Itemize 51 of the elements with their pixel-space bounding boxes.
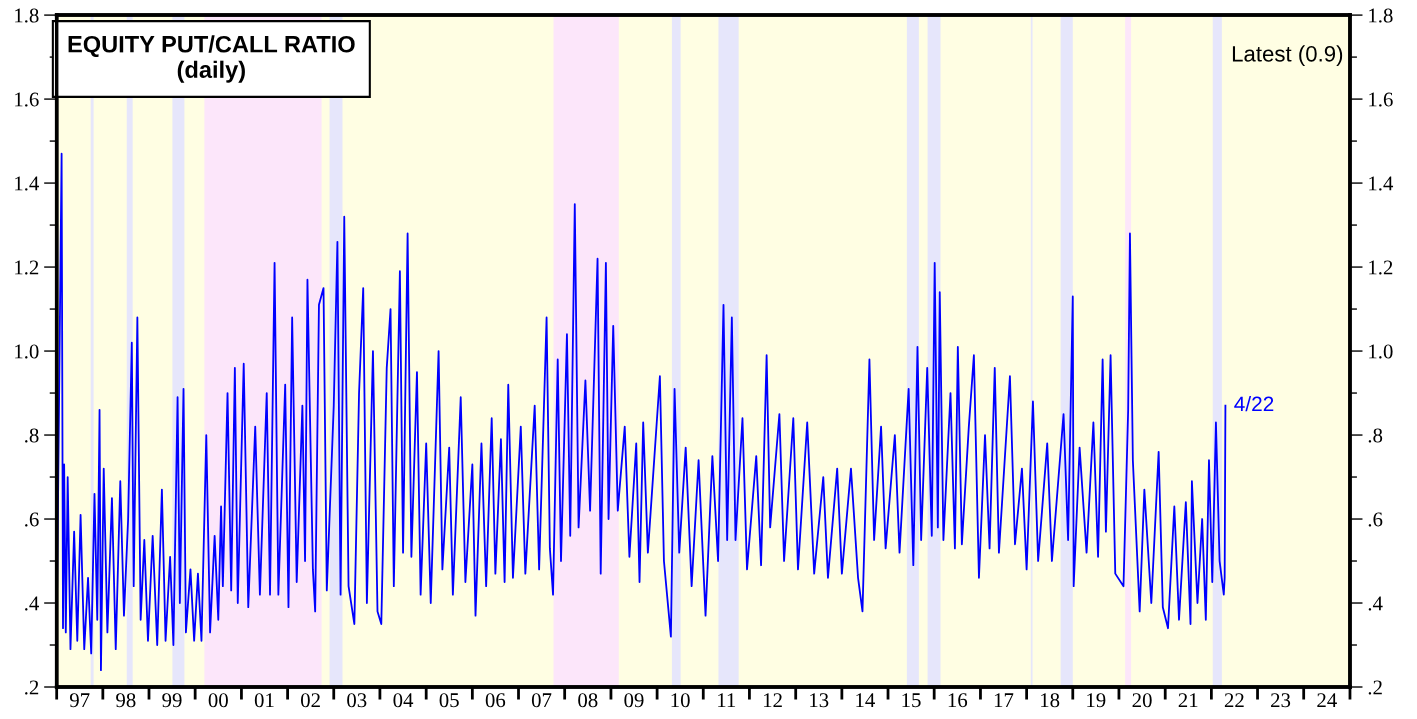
annotation: Latest (0.9): [1232, 45, 1343, 67]
x-tick-label: 12: [763, 693, 782, 708]
x-tick-label: 14: [856, 693, 875, 708]
x-tick-label: 98: [116, 693, 136, 708]
x-tick-label: 05: [439, 693, 459, 708]
x-tick-label: 07: [531, 693, 552, 708]
x-tick-label: 10: [671, 693, 690, 708]
x-tick-label: 11: [718, 693, 736, 708]
x-tick-label: 08: [578, 693, 598, 708]
x-tick-label: 16: [948, 693, 968, 708]
x-tick-label: 06: [485, 693, 506, 708]
x-tick-label: 23: [1271, 693, 1291, 708]
y-tick-label: .4: [25, 596, 39, 611]
y-tick-label: 1.2: [15, 260, 39, 275]
x-tick-label: 20: [1132, 693, 1152, 708]
x-tick-label: 00: [208, 693, 228, 708]
y2-tick-label: .2: [1368, 680, 1382, 695]
y2-tick-label: .8: [1368, 428, 1383, 443]
x-tick-label: 09: [624, 693, 644, 708]
text: EQUITY PUT/CALL RATIO: [68, 35, 355, 58]
x-tick-label: 01: [254, 693, 274, 708]
y-tick-label: .8: [25, 428, 39, 443]
y-tick-label: 1.6: [15, 92, 39, 107]
x-tick-label: 18: [1041, 693, 1060, 708]
x-tick-label: 04: [393, 693, 414, 708]
y2-tick-label: 1.4: [1369, 176, 1394, 191]
y-tick-label: 1.0: [15, 344, 39, 359]
y2-tick-label: .6: [1368, 512, 1383, 527]
x-tick-label: 19: [1087, 693, 1106, 708]
line-series: [56, 152, 1227, 672]
x-tick-label: 13: [810, 693, 829, 708]
y2-tick-label: 1.8: [1369, 8, 1393, 23]
y2-tick-label: 1.2: [1369, 260, 1393, 275]
x-tick-label: 17: [994, 693, 1014, 708]
x-tick-label: 97: [69, 693, 90, 708]
x-tick-label: 21: [1178, 693, 1198, 708]
y2-tick-label: 1.0: [1369, 344, 1393, 359]
y2-tick-label: 1.6: [1369, 92, 1393, 107]
y2-tick-label: .4: [1368, 596, 1383, 611]
annotation: 4/22: [1234, 395, 1274, 412]
x-tick-label: 03: [347, 693, 367, 708]
x-tick-label: 22: [1224, 693, 1244, 708]
y-tick-label: .6: [25, 512, 39, 527]
y-tick-label: .2: [25, 680, 39, 695]
x-tick-label: 15: [902, 693, 921, 708]
x-tick-label: 24: [1317, 693, 1337, 708]
y-tick-label: 1.4: [15, 176, 39, 191]
x-tick-label: 02: [300, 693, 320, 708]
text: (daily): [177, 60, 245, 83]
x-tick-label: 99: [162, 693, 182, 708]
y-tick-label: 1.8: [15, 8, 39, 23]
